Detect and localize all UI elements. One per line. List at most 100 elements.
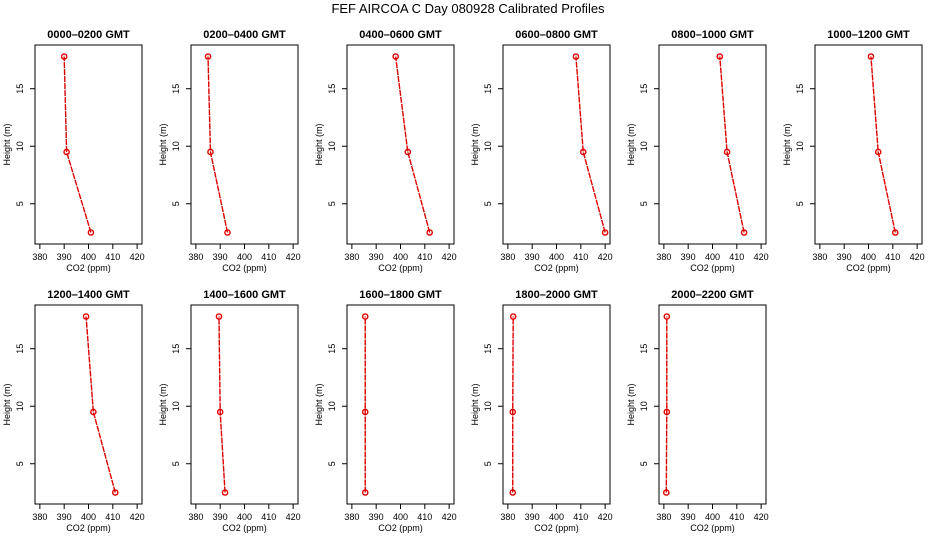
data-point [509,489,517,496]
panel-title: 0600–0800 GMT [515,29,598,41]
x-tick-label: 420 [130,252,145,262]
x-tick-label: 400 [237,512,252,522]
y-tick-label: 5 [483,201,493,206]
x-tick-label: 410 [573,252,588,262]
x-tick-label: 390 [525,252,540,262]
x-axis-label: CO2 (ppm) [66,523,111,533]
panel-title: 0200–0400 GMT [203,29,286,41]
profile-line [207,56,229,233]
data-point [426,229,433,236]
x-tick-label: 410 [261,252,276,262]
data-point [716,53,724,60]
data-point [361,408,369,416]
x-tick-label: 410 [105,252,120,262]
y-axis-label: Height (m) [626,123,636,165]
data-point [361,489,369,496]
data-point [204,53,212,60]
x-axis-label: CO2 (ppm) [534,523,579,533]
x-tick-label: 400 [393,252,408,262]
x-tick-label: 380 [188,512,203,522]
profile-panel-9: 1600–1800 GMT 380 390 400 410 420 CO2 (ppm) 5 10… [314,289,457,533]
y-axis-label: Height (m) [470,123,480,165]
data-point [404,148,412,156]
x-tick-label: 380 [656,252,671,262]
profile-line [719,56,745,233]
x-tick-label: 380 [656,512,671,522]
y-tick-label: 5 [15,461,25,466]
panel-title: 1600–1800 GMT [359,289,442,301]
y-tick-label: 15 [171,84,181,94]
x-tick-label: 420 [286,512,301,522]
y-tick-label: 5 [795,201,805,206]
profile-panel-6: 1000–1200 GMT 380 390 400 410 420 CO2 (ppm) 5 10… [782,29,925,273]
y-tick-label: 10 [639,401,649,411]
x-tick-label: 420 [754,252,769,262]
y-tick-label: 15 [171,344,181,354]
profile-line [218,316,226,493]
x-tick-label: 380 [344,252,359,262]
y-axis-label: Height (m) [470,383,480,425]
data-point [215,313,223,320]
plot-frame [190,304,299,505]
x-tick-label: 410 [729,252,744,262]
y-tick-label: 15 [639,84,649,94]
x-tick-label: 420 [130,512,145,522]
plot-frame [502,304,611,505]
plot-frame [346,304,455,505]
x-tick-label: 420 [598,252,613,262]
data-point [663,313,671,320]
plot-frame [190,44,299,245]
y-tick-label: 5 [327,201,337,206]
plot-frame [502,44,611,245]
data-point [509,313,517,320]
x-tick-label: 380 [188,252,203,262]
data-point [867,53,875,60]
x-tick-label: 410 [417,512,432,522]
x-tick-label: 420 [442,252,457,262]
data-point [82,313,90,320]
data-point [891,229,899,236]
x-tick-label: 400 [237,252,252,262]
x-axis-label: CO2 (ppm) [222,523,267,533]
y-axis-label: Height (m) [2,123,12,165]
x-tick-label: 400 [393,512,408,522]
x-tick-label: 420 [910,252,925,262]
y-tick-label: 10 [483,141,493,151]
data-point [90,408,97,416]
y-tick-label: 15 [327,344,337,354]
data-point [87,229,95,236]
data-point [579,148,587,156]
y-axis-label: Height (m) [314,123,324,165]
profile-panel-1: 0000–0200 GMT 380 390 400 410 420 CO2 (ppm) 5 10… [2,29,145,273]
y-tick-label: 5 [327,461,337,466]
y-tick-label: 10 [171,401,181,411]
panel-title: 1000–1200 GMT [827,29,910,41]
x-tick-label: 390 [369,512,384,522]
y-tick-label: 5 [171,201,181,206]
x-tick-label: 420 [598,512,613,522]
plot-frame [34,304,143,505]
y-axis-label: Height (m) [158,383,168,425]
panel-title: 2000–2200 GMT [671,289,754,301]
y-tick-label: 10 [327,141,337,151]
y-axis-label: Height (m) [314,383,324,425]
y-tick-label: 10 [15,141,25,151]
x-tick-label: 380 [32,512,47,522]
y-tick-label: 5 [483,461,493,466]
profile-panel-2: 0200–0400 GMT 380 390 400 410 420 CO2 (ppm) 5 10… [158,29,301,273]
data-point [221,489,229,496]
y-tick-label: 10 [15,401,25,411]
x-axis-label: CO2 (ppm) [378,263,423,273]
x-tick-label: 380 [500,512,515,522]
x-tick-label: 400 [861,252,876,262]
panel-title: 0400–0600 GMT [359,29,442,41]
x-tick-label: 410 [105,512,120,522]
profile-line [85,316,116,493]
data-point [63,148,70,156]
x-tick-label: 400 [549,252,564,262]
data-point [111,489,119,496]
plot-frame [346,44,455,245]
panel-title: 1400–1600 GMT [203,289,286,301]
profile-line [870,56,896,233]
data-point [874,148,882,156]
